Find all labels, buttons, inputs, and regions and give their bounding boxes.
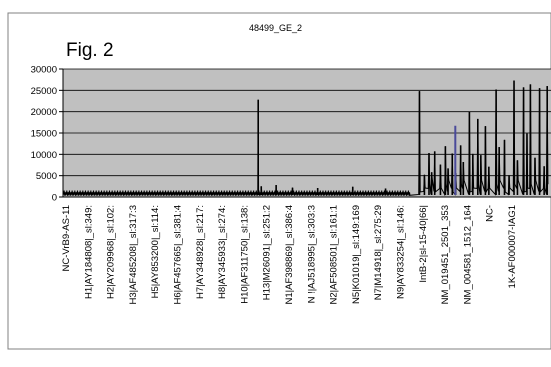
x-tick-label: H3|AF485208|_sl:317:3 xyxy=(128,205,139,304)
chart-title: 48499_GE_2 xyxy=(248,23,303,33)
y-tick-label: 20000 xyxy=(31,107,57,118)
y-axis-ticks: 0 5000 10000 15000 20000 25000 30000 xyxy=(31,65,63,204)
x-tick-label: H1|AY184808|_sl:349: xyxy=(83,205,94,299)
x-tick-label: H5|AY853200|_sl:114: xyxy=(150,205,161,298)
y-tick-label: 30000 xyxy=(31,65,57,76)
series-line xyxy=(62,80,549,197)
y-tick-label: 10000 xyxy=(31,150,57,161)
x-tick-label: H10|AF311750|_sl:138: xyxy=(239,205,250,304)
x-tick-label: N9|AY833254|_sl:146: xyxy=(396,205,407,299)
y-tick-label: 5000 xyxy=(36,171,57,182)
x-tick-label: H13|M26091|_sl:251:2 xyxy=(262,205,273,300)
x-tick-label: H2|AY209968|_sl:102: xyxy=(106,205,117,299)
data-series xyxy=(62,80,549,197)
x-tick-label: H8|AY345933|_sl:274: xyxy=(217,205,228,299)
x-tick-label: N !|AJ518995|_sl:303:3 xyxy=(306,205,317,303)
x-tick-label: NC- xyxy=(485,205,496,222)
x-tick-label: NM_019451_2501_353 xyxy=(440,205,451,304)
x-tick-label: H7|AY348928|_sl:217: xyxy=(195,205,206,299)
x-tick-label: NC-VrB9-AS-11 xyxy=(61,205,72,272)
y-tick-label: 25000 xyxy=(31,86,57,97)
y-tick-label: 0 xyxy=(52,193,57,204)
x-tick-label: NM_004581_1512_164 xyxy=(462,205,473,304)
x-axis-ticks: NC-VrB9-AS-11 H1|AY184808|_sl:349: H2|AY20… xyxy=(61,205,518,304)
x-tick-label: N2|AF508501|_sl:161:1 xyxy=(329,205,340,304)
x-tick-label: 1K-AF000007-IAG1 xyxy=(507,205,518,288)
x-tick-label: IntB-2|sl-15-40|66| xyxy=(418,205,429,283)
x-tick-label: H6|AF457665|_sl:381:4 xyxy=(173,205,184,304)
x-tick-label: N7|M14918|_sl:275:29 xyxy=(373,205,384,300)
x-tick-label: N5|K01019|_sl:149:169 xyxy=(351,205,362,304)
figure-label: Fig. 2 xyxy=(66,40,114,61)
y-tick-label: 15000 xyxy=(31,129,57,140)
x-tick-label: N1|AF398869|_sl:386:4 xyxy=(284,205,295,304)
